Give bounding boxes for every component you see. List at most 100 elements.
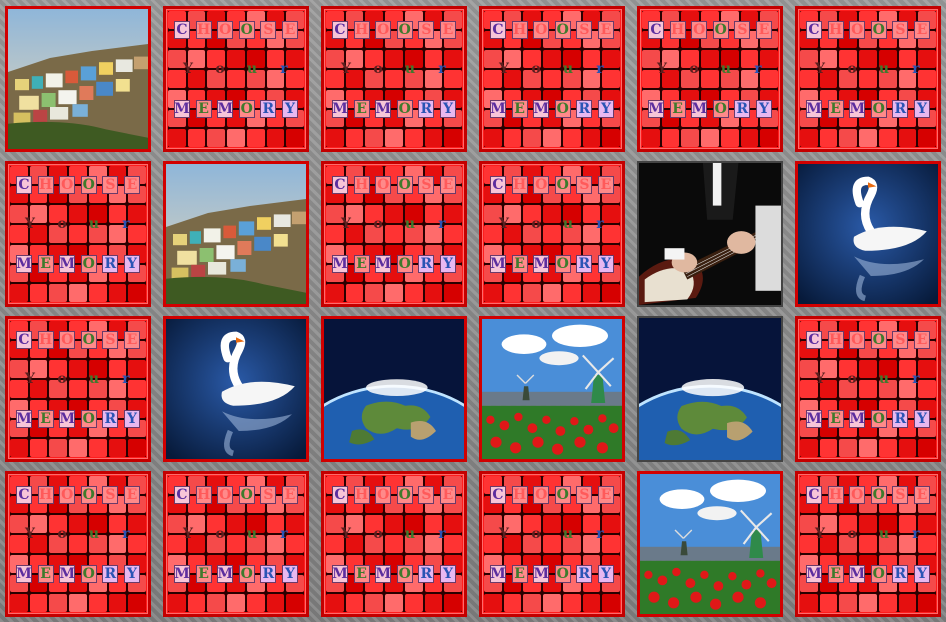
- letter-tile: O: [870, 100, 887, 118]
- letter-tile: S: [734, 21, 751, 39]
- letter-tile: C: [16, 331, 32, 349]
- letter-tile: M: [174, 100, 190, 118]
- letter-tile: o: [215, 61, 225, 77]
- letter-tile: H: [353, 486, 370, 504]
- letter-tile: O: [849, 21, 866, 39]
- village-hillside-image: [8, 9, 148, 149]
- letter-tile: Y: [439, 255, 456, 273]
- letter-tile: Y: [913, 100, 930, 118]
- memory-card-earth[interactable]: [321, 316, 467, 462]
- letter-tile: r: [122, 216, 130, 232]
- letter-tile: r: [596, 526, 604, 542]
- letter-tile: R: [260, 100, 277, 118]
- windmills-tulips-image: [640, 474, 780, 614]
- letter-tile: O: [238, 565, 255, 583]
- letter-tile: o: [57, 526, 67, 542]
- letter-tile: o: [373, 216, 383, 232]
- letter-tile: r: [438, 61, 446, 77]
- card-back-pattern: [800, 476, 936, 612]
- letter-tile: H: [827, 21, 844, 39]
- letter-tile: Y: [281, 565, 298, 583]
- letter-tile: Y: [341, 216, 351, 232]
- letter-tile: C: [16, 486, 32, 504]
- letter-tile: u: [404, 526, 416, 542]
- letter-tile: r: [754, 61, 762, 77]
- letter-tile: M: [849, 100, 866, 118]
- letter-tile: S: [260, 21, 277, 39]
- card-back-pattern: [326, 166, 462, 302]
- letter-tile: C: [490, 486, 506, 504]
- letter-tile: S: [892, 21, 909, 39]
- letter-tile: Y: [183, 61, 193, 77]
- memory-card-village-hillside[interactable]: [5, 6, 151, 152]
- letter-tile: Y: [123, 565, 140, 583]
- letter-tile: E: [511, 100, 528, 118]
- letter-tile: R: [102, 565, 119, 583]
- memory-card-windmills-tulips[interactable]: [637, 471, 783, 617]
- letter-tile: R: [576, 565, 593, 583]
- letter-tile: O: [396, 176, 413, 194]
- card-back-pattern: [326, 476, 462, 612]
- letter-tile: R: [102, 410, 119, 428]
- letter-tile: M: [59, 410, 76, 428]
- letter-tile: E: [913, 331, 930, 349]
- letter-tile: M: [217, 565, 234, 583]
- letter-tile: C: [332, 176, 348, 194]
- letter-tile: Y: [341, 61, 351, 77]
- letter-tile: H: [353, 176, 370, 194]
- memory-card-village-hillside[interactable]: [163, 161, 309, 307]
- letter-tile: O: [554, 100, 571, 118]
- letter-tile: M: [806, 100, 822, 118]
- letter-tile: M: [806, 565, 822, 583]
- letter-tile: Y: [499, 526, 509, 542]
- letter-tile: C: [490, 176, 506, 194]
- memory-card-windmills-tulips[interactable]: [479, 316, 625, 462]
- letter-tile: M: [332, 255, 348, 273]
- letter-tile: R: [102, 255, 119, 273]
- letter-tile: S: [418, 21, 435, 39]
- letter-tile: C: [806, 486, 822, 504]
- letter-tile: Y: [183, 526, 193, 542]
- letter-tile: o: [847, 526, 857, 542]
- letter-tile: E: [123, 486, 140, 504]
- memory-card-guitarist[interactable]: [637, 161, 783, 307]
- letter-tile: r: [438, 216, 446, 232]
- letter-tile: O: [849, 331, 866, 349]
- letter-tile: E: [827, 410, 844, 428]
- letter-tile: H: [511, 21, 528, 39]
- memory-card-swan[interactable]: [795, 161, 941, 307]
- letter-tile: C: [490, 21, 506, 39]
- letter-tile: o: [531, 216, 541, 232]
- memory-card-swan[interactable]: [163, 316, 309, 462]
- letter-tile: u: [878, 526, 890, 542]
- letter-tile: M: [648, 100, 664, 118]
- letter-tile: C: [174, 486, 190, 504]
- letter-tile: u: [88, 216, 100, 232]
- memory-card-earth[interactable]: [637, 316, 783, 462]
- letter-tile: O: [217, 486, 234, 504]
- letter-tile: Y: [281, 100, 298, 118]
